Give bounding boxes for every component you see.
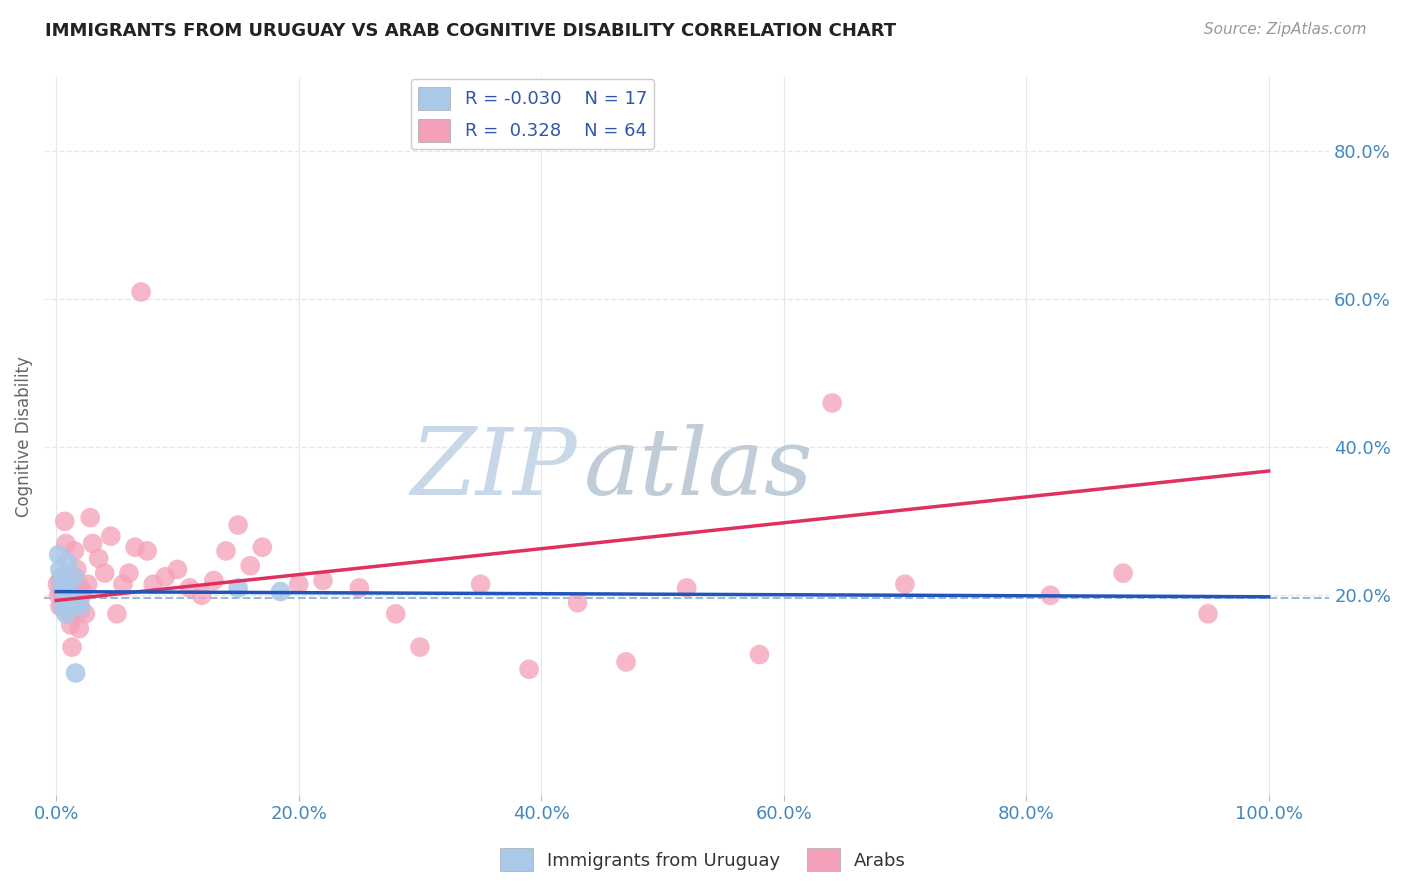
Y-axis label: Cognitive Disability: Cognitive Disability bbox=[15, 356, 32, 516]
Point bbox=[52, 570, 75, 584]
Point bbox=[53, 584, 76, 599]
Point bbox=[190, 588, 212, 602]
Point bbox=[226, 518, 249, 533]
Point bbox=[58, 577, 80, 591]
Point bbox=[142, 577, 165, 591]
Point bbox=[1197, 607, 1219, 621]
Point bbox=[409, 640, 432, 654]
Point bbox=[614, 655, 637, 669]
Point bbox=[79, 510, 101, 524]
Point bbox=[65, 665, 87, 680]
Point bbox=[166, 562, 188, 576]
Point bbox=[105, 607, 128, 621]
Point bbox=[821, 396, 844, 410]
Point bbox=[72, 584, 94, 599]
Point bbox=[75, 607, 97, 621]
Point bbox=[60, 599, 83, 614]
Point bbox=[49, 577, 72, 591]
Point bbox=[129, 285, 152, 299]
Point bbox=[1112, 566, 1135, 581]
Point bbox=[60, 640, 83, 654]
Point bbox=[62, 570, 84, 584]
Point bbox=[567, 596, 589, 610]
Point bbox=[202, 574, 225, 588]
Point bbox=[93, 566, 115, 581]
Point bbox=[67, 592, 90, 607]
Point bbox=[49, 584, 72, 599]
Point bbox=[82, 536, 104, 550]
Point bbox=[65, 596, 87, 610]
Point bbox=[56, 555, 79, 569]
Point bbox=[136, 544, 159, 558]
Point bbox=[87, 551, 110, 566]
Text: IMMIGRANTS FROM URUGUAY VS ARAB COGNITIVE DISABILITY CORRELATION CHART: IMMIGRANTS FROM URUGUAY VS ARAB COGNITIV… bbox=[45, 22, 896, 40]
Point bbox=[239, 558, 262, 573]
Point bbox=[55, 536, 77, 550]
Point bbox=[67, 577, 90, 591]
Text: ZIP: ZIP bbox=[411, 424, 578, 514]
Point bbox=[52, 577, 75, 591]
Point bbox=[49, 599, 72, 614]
Point bbox=[63, 570, 86, 584]
Point bbox=[49, 562, 72, 576]
Point bbox=[76, 577, 98, 591]
Point bbox=[118, 566, 141, 581]
Point bbox=[70, 588, 93, 602]
Point bbox=[470, 577, 492, 591]
Point bbox=[384, 607, 406, 621]
Point bbox=[111, 577, 134, 591]
Legend: R = -0.030    N = 17, R =  0.328    N = 64: R = -0.030 N = 17, R = 0.328 N = 64 bbox=[411, 79, 654, 149]
Point bbox=[49, 574, 72, 588]
Point bbox=[69, 603, 91, 617]
Point bbox=[58, 607, 80, 621]
Point bbox=[215, 544, 238, 558]
Point bbox=[124, 540, 146, 554]
Point bbox=[56, 588, 79, 602]
Point bbox=[349, 581, 371, 595]
Point bbox=[51, 599, 73, 614]
Point bbox=[270, 584, 292, 599]
Point bbox=[100, 529, 122, 543]
Point bbox=[69, 599, 91, 614]
Text: atlas: atlas bbox=[583, 424, 814, 514]
Point bbox=[63, 544, 86, 558]
Point bbox=[53, 514, 76, 528]
Legend: Immigrants from Uruguay, Arabs: Immigrants from Uruguay, Arabs bbox=[492, 841, 914, 879]
Point bbox=[58, 581, 80, 595]
Point bbox=[894, 577, 917, 591]
Point bbox=[1039, 588, 1062, 602]
Point bbox=[517, 662, 540, 676]
Point bbox=[48, 588, 70, 602]
Point bbox=[58, 592, 80, 607]
Point bbox=[748, 648, 770, 662]
Point bbox=[287, 577, 309, 591]
Point bbox=[66, 562, 89, 576]
Point bbox=[55, 607, 77, 621]
Point bbox=[55, 570, 77, 584]
Point bbox=[675, 581, 697, 595]
Point bbox=[46, 577, 69, 591]
Text: Source: ZipAtlas.com: Source: ZipAtlas.com bbox=[1204, 22, 1367, 37]
Point bbox=[67, 622, 90, 636]
Point bbox=[59, 618, 82, 632]
Point bbox=[312, 574, 335, 588]
Point bbox=[252, 540, 274, 554]
Point bbox=[51, 570, 73, 584]
Point bbox=[226, 581, 249, 595]
Point bbox=[179, 581, 201, 595]
Point bbox=[51, 599, 73, 614]
Point bbox=[155, 570, 177, 584]
Point bbox=[48, 548, 70, 562]
